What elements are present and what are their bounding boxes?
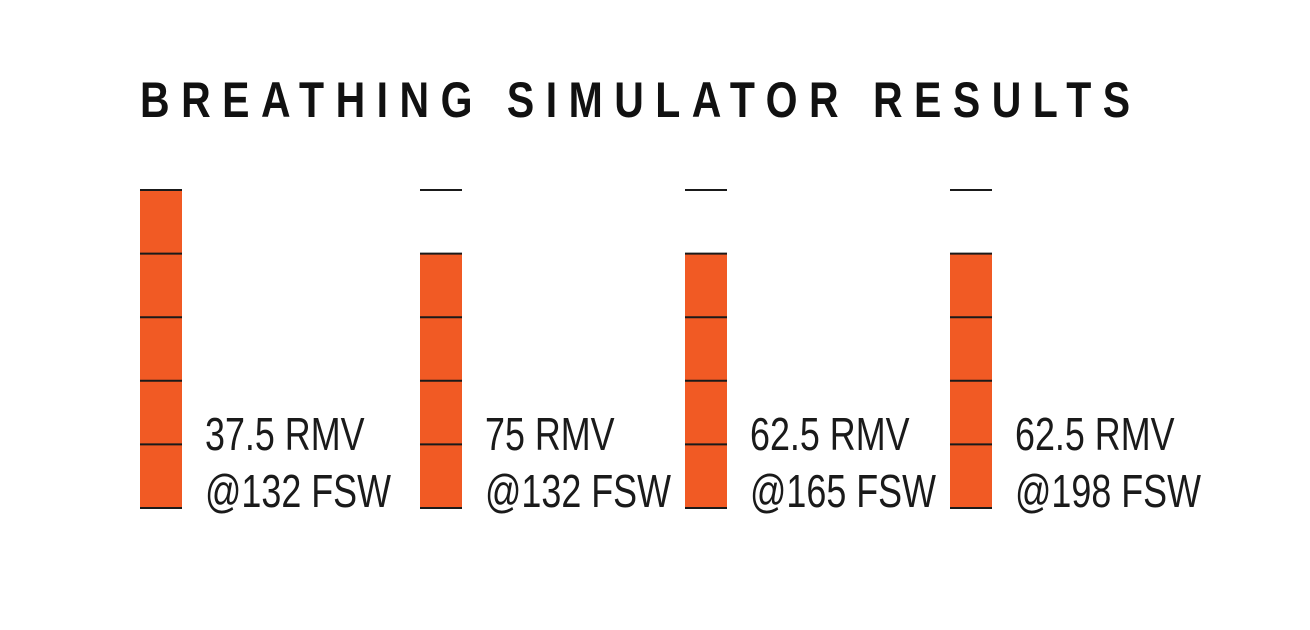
bar-segment	[420, 253, 462, 318]
bar-segment	[140, 380, 182, 445]
bar-segment	[140, 253, 182, 318]
bar-segment	[140, 444, 182, 508]
bar-segment	[140, 190, 182, 254]
bar-segment	[950, 317, 992, 381]
bar-segment	[685, 444, 727, 508]
bar-label-rmv: 75 RMV	[485, 409, 615, 460]
bar-label-rmv: 62.5 RMV	[1015, 409, 1175, 460]
bar-segment	[950, 380, 992, 445]
bar-segment	[685, 253, 727, 318]
bar-label-depth: @132 FSW	[205, 466, 391, 517]
chart-title: BREATHING SIMULATOR RESULTS	[140, 72, 1142, 128]
bar-label-depth: @132 FSW	[485, 466, 671, 517]
bar-segment	[420, 444, 462, 508]
bar-segment	[950, 444, 992, 508]
bar-label-rmv: 37.5 RMV	[205, 409, 365, 460]
bar-segment	[140, 317, 182, 381]
bar-label-depth: @198 FSW	[1015, 466, 1201, 517]
bar-segment	[950, 253, 992, 318]
bar-segment	[420, 317, 462, 381]
bar-segment	[685, 380, 727, 445]
bar-label-rmv: 62.5 RMV	[750, 409, 910, 460]
bar-label-depth: @165 FSW	[750, 466, 936, 517]
bar-segment	[685, 317, 727, 381]
bar-segment	[420, 380, 462, 445]
